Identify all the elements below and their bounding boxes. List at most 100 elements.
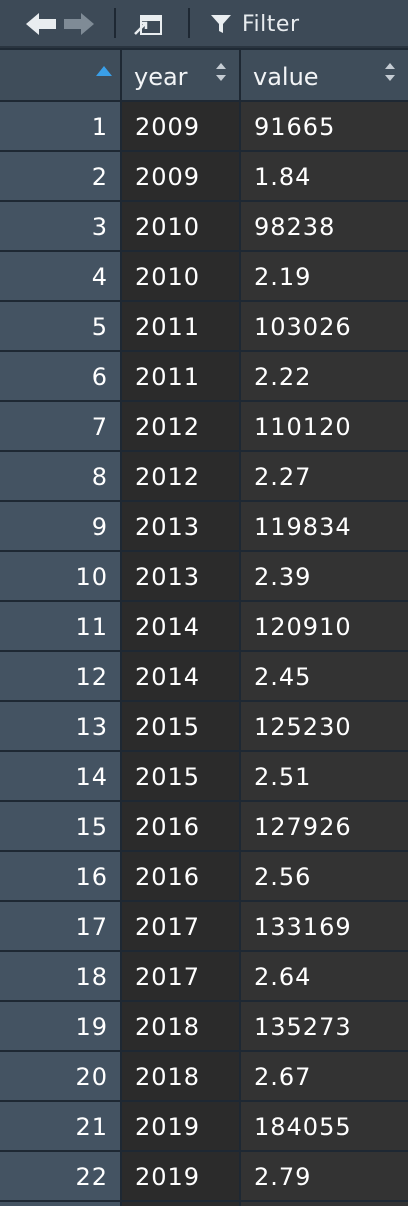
year-cell[interactable]: 2015 xyxy=(122,752,241,802)
value-cell[interactable]: 2.79 xyxy=(241,1152,408,1202)
year-cell[interactable]: 2012 xyxy=(122,402,241,452)
row-number: 10 xyxy=(0,552,122,602)
row-number: 7 xyxy=(0,402,122,452)
value-cell[interactable]: 127926 xyxy=(241,802,408,852)
year-cell[interactable]: 2017 xyxy=(122,902,241,952)
value-cell[interactable]: 1.84 xyxy=(241,152,408,202)
toolbar-separator xyxy=(114,8,116,38)
forward-button[interactable] xyxy=(62,10,96,38)
value-cell[interactable]: 2.67 xyxy=(241,1052,408,1102)
year-cell[interactable]: 2019 xyxy=(122,1152,241,1202)
forward-arrow-icon xyxy=(64,13,94,35)
table-row[interactable]: 21 2019 184055 xyxy=(0,1102,408,1152)
table-row[interactable]: 7 2012 110120 xyxy=(0,402,408,452)
table-row-partial xyxy=(0,1202,408,1206)
year-cell[interactable]: 2010 xyxy=(122,252,241,302)
filter-button[interactable]: Filter xyxy=(210,10,299,38)
value-cell[interactable]: 2.51 xyxy=(241,752,408,802)
table-row[interactable]: 14 2015 2.51 xyxy=(0,752,408,802)
table-row[interactable]: 6 2011 2.22 xyxy=(0,352,408,402)
table-row[interactable]: 11 2014 120910 xyxy=(0,602,408,652)
table-row[interactable]: 4 2010 2.19 xyxy=(0,252,408,302)
table-row[interactable]: 12 2014 2.45 xyxy=(0,652,408,702)
year-cell[interactable]: 2016 xyxy=(122,852,241,902)
value-cell[interactable]: 2.27 xyxy=(241,452,408,502)
row-number: 8 xyxy=(0,452,122,502)
table-row[interactable]: 16 2016 2.56 xyxy=(0,852,408,902)
year-cell[interactable]: 2009 xyxy=(122,102,241,152)
table-row[interactable]: 22 2019 2.79 xyxy=(0,1152,408,1202)
row-number-header[interactable] xyxy=(0,50,122,100)
column-header-year[interactable]: year xyxy=(122,50,241,100)
year-cell[interactable]: 2014 xyxy=(122,652,241,702)
row-number: 15 xyxy=(0,802,122,852)
year-cell[interactable]: 2013 xyxy=(122,502,241,552)
table-row[interactable]: 5 2011 103026 xyxy=(0,302,408,352)
table-row[interactable]: 18 2017 2.64 xyxy=(0,952,408,1002)
year-cell[interactable]: 2017 xyxy=(122,952,241,1002)
table-row[interactable]: 19 2018 135273 xyxy=(0,1002,408,1052)
year-cell[interactable]: 2018 xyxy=(122,1002,241,1052)
table-row[interactable]: 1 2009 91665 xyxy=(0,102,408,152)
year-cell[interactable]: 2019 xyxy=(122,1102,241,1152)
row-number: 11 xyxy=(0,602,122,652)
value-cell[interactable]: 2.45 xyxy=(241,652,408,702)
year-cell[interactable]: 2010 xyxy=(122,202,241,252)
table-row[interactable]: 10 2013 2.39 xyxy=(0,552,408,602)
year-cell[interactable]: 2016 xyxy=(122,802,241,852)
row-number: 2 xyxy=(0,152,122,202)
row-number: 19 xyxy=(0,1002,122,1052)
toolbar-separator xyxy=(188,8,190,38)
table-row[interactable]: 13 2015 125230 xyxy=(0,702,408,752)
row-number: 4 xyxy=(0,252,122,302)
value-cell[interactable]: 2.19 xyxy=(241,252,408,302)
value-cell[interactable]: 110120 xyxy=(241,402,408,452)
table-row[interactable]: 2 2009 1.84 xyxy=(0,152,408,202)
grid-header: year value xyxy=(0,50,408,102)
popout-button[interactable] xyxy=(132,10,166,38)
value-cell[interactable]: 2.22 xyxy=(241,352,408,402)
year-cell[interactable]: 2015 xyxy=(122,702,241,752)
value-cell[interactable]: 133169 xyxy=(241,902,408,952)
sort-icon xyxy=(385,63,395,81)
filter-icon xyxy=(211,15,231,33)
year-cell[interactable]: 2018 xyxy=(122,1052,241,1102)
column-header-label: year xyxy=(134,63,188,91)
value-cell[interactable]: 91665 xyxy=(241,102,408,152)
row-number: 18 xyxy=(0,952,122,1002)
value-cell[interactable]: 2.56 xyxy=(241,852,408,902)
column-header-label: value xyxy=(253,63,319,91)
value-cell[interactable]: 103026 xyxy=(241,302,408,352)
table-row[interactable]: 17 2017 133169 xyxy=(0,902,408,952)
back-button[interactable] xyxy=(24,10,58,38)
year-cell[interactable]: 2013 xyxy=(122,552,241,602)
value-cell[interactable]: 2.39 xyxy=(241,552,408,602)
year-cell[interactable]: 2014 xyxy=(122,602,241,652)
table-row[interactable]: 20 2018 2.67 xyxy=(0,1052,408,1102)
row-number: 20 xyxy=(0,1052,122,1102)
year-cell[interactable]: 2012 xyxy=(122,452,241,502)
year-cell[interactable]: 2011 xyxy=(122,302,241,352)
row-number: 17 xyxy=(0,902,122,952)
table-row[interactable]: 15 2016 127926 xyxy=(0,802,408,852)
row-number: 12 xyxy=(0,652,122,702)
row-number: 6 xyxy=(0,352,122,402)
sort-ascending-icon xyxy=(96,66,112,76)
row-number: 22 xyxy=(0,1152,122,1202)
row-number: 1 xyxy=(0,102,122,152)
table-row[interactable]: 8 2012 2.27 xyxy=(0,452,408,502)
year-cell[interactable]: 2011 xyxy=(122,352,241,402)
column-header-value[interactable]: value xyxy=(241,50,408,100)
year-cell[interactable]: 2009 xyxy=(122,152,241,202)
table-row[interactable]: 3 2010 98238 xyxy=(0,202,408,252)
value-cell[interactable]: 119834 xyxy=(241,502,408,552)
value-cell[interactable]: 125230 xyxy=(241,702,408,752)
value-cell[interactable]: 98238 xyxy=(241,202,408,252)
value-cell[interactable]: 2.64 xyxy=(241,952,408,1002)
table-row[interactable]: 9 2013 119834 xyxy=(0,502,408,552)
value-cell[interactable]: 135273 xyxy=(241,1002,408,1052)
value-cell[interactable]: 184055 xyxy=(241,1102,408,1152)
value-cell[interactable]: 120910 xyxy=(241,602,408,652)
data-grid: year value 1 2009 91665 2 2009 1.84 3 20… xyxy=(0,50,408,1206)
sort-icon xyxy=(216,63,226,81)
